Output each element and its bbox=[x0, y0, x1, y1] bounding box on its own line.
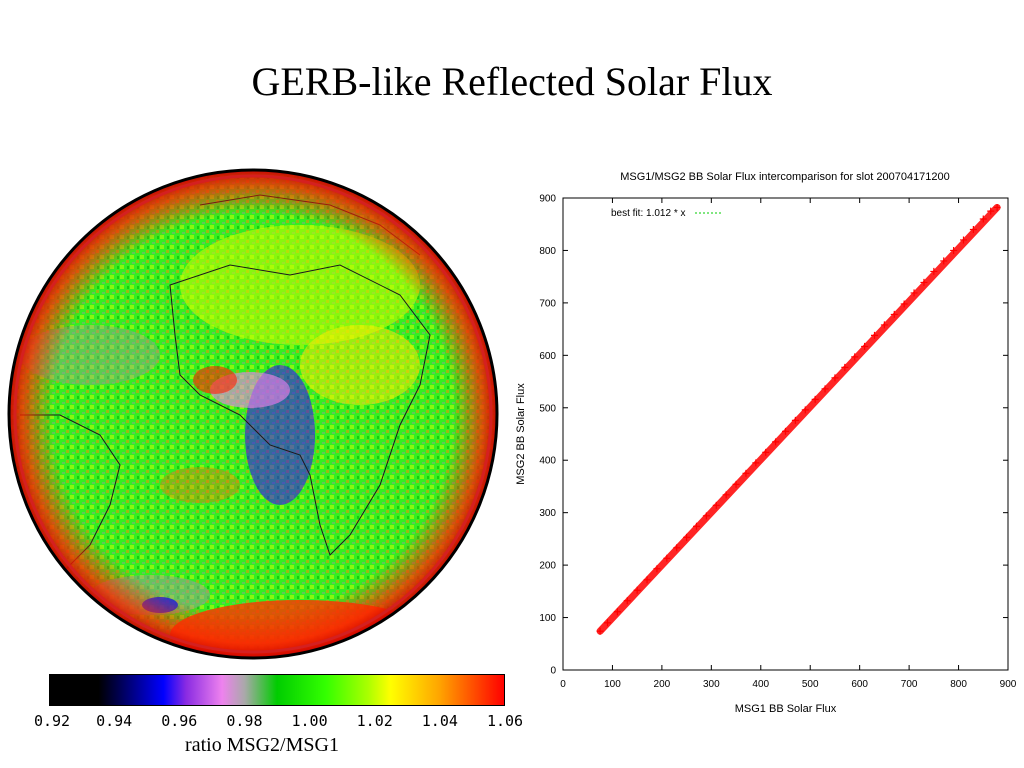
scatter-chart: MSG1/MSG2 BB Solar Flux intercomparison … bbox=[515, 171, 1017, 715]
x-tick-label: 900 bbox=[1000, 679, 1017, 690]
y-axis-label: MSG2 BB Solar Flux bbox=[515, 383, 527, 485]
scatter-point bbox=[643, 576, 651, 584]
scatter-point bbox=[811, 395, 819, 403]
scatter-point bbox=[821, 385, 829, 393]
scatter-point bbox=[851, 353, 859, 361]
scatter-point bbox=[673, 544, 681, 552]
ring-overlay bbox=[13, 174, 493, 654]
scatter-point bbox=[752, 459, 760, 467]
colorbar-tick-label: 1.06 bbox=[486, 712, 524, 730]
map-disk bbox=[9, 170, 497, 658]
scatter-point bbox=[742, 469, 750, 477]
y-tick-label: 800 bbox=[539, 246, 556, 257]
colorbar-label: ratio MSG2/MSG1 bbox=[185, 734, 339, 756]
scatter-point bbox=[930, 267, 938, 275]
colorbar-tick-label: 0.92 bbox=[33, 712, 71, 730]
x-tick-label: 400 bbox=[752, 679, 769, 690]
disk-border bbox=[7, 168, 499, 660]
colorbar-tick-label: 1.02 bbox=[356, 712, 393, 730]
ratio-map bbox=[7, 168, 499, 660]
scatter-point bbox=[841, 363, 849, 371]
scatter-point bbox=[801, 406, 809, 414]
scatter-point bbox=[722, 491, 730, 499]
scatter-point bbox=[683, 533, 691, 541]
data-points bbox=[596, 203, 1001, 635]
y-tick-label: 300 bbox=[539, 508, 556, 519]
scatter-band bbox=[596, 203, 1001, 635]
scatter-point bbox=[693, 522, 700, 530]
y-tick-label: 200 bbox=[539, 561, 556, 572]
x-tick-label: 300 bbox=[703, 679, 720, 690]
y-tick-label: 900 bbox=[539, 194, 556, 205]
colorbar-gradient bbox=[49, 674, 505, 706]
scatter-point bbox=[663, 554, 671, 562]
colorbar-tick-label: 0.94 bbox=[96, 712, 133, 730]
y-tick-label: 700 bbox=[539, 298, 556, 309]
x-tick-label: 500 bbox=[802, 679, 819, 690]
chart-title: MSG1/MSG2 BB Solar Flux intercomparison … bbox=[620, 171, 950, 183]
axis-ticks: 0 100 200 300 400 500 600 700 800 900 0 100 200 300 40… bbox=[539, 194, 1016, 691]
scatter-point bbox=[871, 331, 878, 339]
scatter-point bbox=[979, 215, 987, 223]
scatter-point bbox=[861, 342, 869, 350]
scatter-point bbox=[772, 438, 780, 446]
scatter-point bbox=[613, 608, 621, 616]
scatter-point bbox=[880, 321, 888, 329]
scatter-point bbox=[987, 207, 995, 215]
scatter-point bbox=[920, 278, 928, 286]
x-tick-label: 200 bbox=[654, 679, 671, 690]
scatter-point bbox=[732, 480, 740, 488]
scatter-point bbox=[702, 512, 710, 520]
slide-title: GERB-like Reflected Solar Flux bbox=[251, 59, 773, 104]
x-tick-label: 800 bbox=[950, 679, 967, 690]
scatter-point bbox=[831, 374, 839, 382]
colorbar-tick-label: 0.98 bbox=[226, 712, 263, 730]
scatter-point bbox=[993, 203, 1001, 211]
y-tick-label: 400 bbox=[539, 456, 556, 467]
scatter-point bbox=[653, 565, 661, 573]
scatter-point bbox=[604, 619, 611, 627]
scatter-point bbox=[782, 427, 789, 435]
y-tick-label: 100 bbox=[539, 613, 556, 624]
x-tick-label: 100 bbox=[604, 679, 621, 690]
x-axis-label: MSG1 BB Solar Flux bbox=[735, 703, 837, 715]
colorbar: 0.92 0.94 0.96 0.98 1.00 1.02 1.04 1.06 ratio M… bbox=[22, 672, 523, 762]
scatter-point bbox=[969, 225, 977, 233]
x-tick-label: 600 bbox=[851, 679, 868, 690]
scatter-point bbox=[633, 586, 641, 594]
scatter-point bbox=[712, 501, 720, 509]
plot-frame bbox=[562, 197, 1009, 671]
scatter-point bbox=[596, 627, 604, 635]
y-tick-label: 500 bbox=[539, 403, 556, 414]
scatter-point bbox=[890, 310, 898, 318]
scatter-point bbox=[900, 300, 908, 308]
colorbar-tick-label: 1.00 bbox=[291, 712, 328, 730]
x-tick-label: 700 bbox=[901, 679, 918, 690]
scatter-point bbox=[950, 246, 958, 254]
legend-label: best fit: 1.012 * x bbox=[611, 208, 686, 219]
colorbar-tick-label: 1.04 bbox=[421, 712, 458, 730]
y-tick-label: 600 bbox=[539, 351, 556, 362]
scatter-point bbox=[623, 597, 631, 605]
scatter-point bbox=[940, 257, 948, 265]
x-tick-label: 0 bbox=[560, 679, 566, 690]
y-tick-label: 0 bbox=[550, 666, 556, 677]
scatter-point bbox=[960, 236, 967, 244]
scatter-point bbox=[791, 416, 799, 424]
scatter-point bbox=[762, 448, 770, 456]
colorbar-tick-label: 0.96 bbox=[161, 712, 198, 730]
scatter-point bbox=[910, 289, 918, 297]
